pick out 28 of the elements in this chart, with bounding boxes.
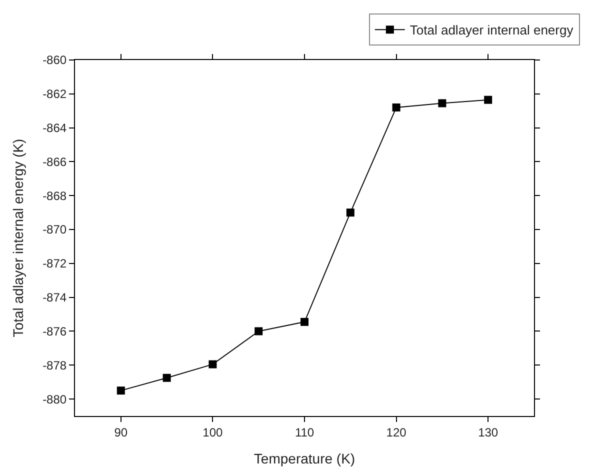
y-tick-label: -874 — [42, 290, 67, 305]
x-tick-label: 110 — [294, 425, 314, 440]
y-tick-label: -860 — [42, 53, 67, 68]
point — [208, 360, 217, 368]
x-axis-title: Temperature (K) — [254, 450, 356, 467]
point — [162, 374, 171, 382]
y-tick-label: -872 — [42, 256, 67, 271]
point — [300, 318, 308, 326]
y-tick-label: -862 — [42, 87, 67, 102]
x-tick-label: 130 — [478, 425, 498, 440]
y-tick-label: -880 — [42, 392, 67, 406]
legend-label: Total adlayer internal energy — [410, 22, 574, 38]
point — [392, 103, 400, 112]
x-tick-label: 120 — [386, 425, 407, 440]
point — [438, 99, 446, 108]
y-axis-title: Total adlayer internal energy (K) — [10, 138, 26, 338]
point — [484, 96, 492, 104]
x-tick-label: 90 — [114, 425, 128, 440]
y-tick-label: -866 — [42, 154, 67, 169]
y-tick-label: -878 — [42, 358, 67, 372]
point — [254, 327, 263, 336]
point — [116, 386, 125, 395]
y-tick-label: -868 — [42, 188, 67, 203]
x-tick-label: 100 — [202, 425, 224, 440]
point — [346, 208, 354, 217]
y-tick-label: -876 — [42, 324, 67, 338]
y-tick-label: -870 — [42, 222, 67, 237]
y-tick-label: -864 — [42, 121, 67, 136]
